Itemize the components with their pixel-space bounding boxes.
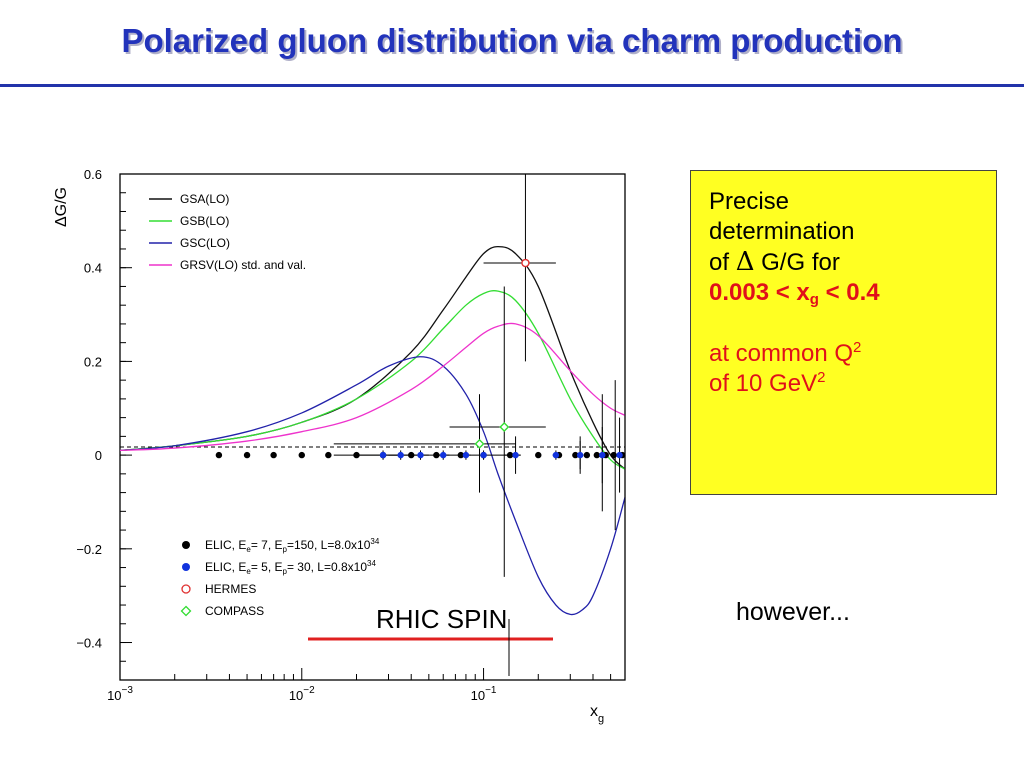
data-markers [215,258,626,459]
x-tick-label: 10−1 [471,685,497,703]
legend-marker [180,605,192,617]
rhic-spin-label: RHIC SPIN [376,604,508,634]
info-line-1: Precise [709,188,790,215]
legend: GSA(LO) GSB(LO) GSC(LO) GRSV(LO) std. and v… [149,192,380,618]
elic1-point [610,451,617,459]
axis-ticks [119,173,612,681]
x-tick-label: 10−3 [107,685,133,703]
y-tick-label: −0.4 [76,636,102,651]
info-line-2: determination [709,218,855,245]
elic2-point [576,451,584,459]
elic2-point [440,451,447,459]
legend-label: GSC(LO) [180,236,230,250]
hermes-point [521,258,530,268]
elic1-point [583,451,591,459]
delta-symbol: Δ [735,247,755,277]
elic1-point [433,451,440,459]
elic1-point [298,451,305,459]
x-axis-label: xg [590,703,604,725]
elic2-point [599,451,606,459]
elic1-point [408,451,415,459]
compass-point [499,422,510,432]
curve-gsb-lo- [119,290,626,470]
legend-label: COMPASS [205,604,264,618]
elic2-point [397,451,404,459]
info-gev: of 10 GeV2 [709,369,826,397]
elic2-point [379,451,387,459]
error-bars [333,174,626,577]
legend-label: ELIC, Ee= 5, Ep= 30, L=0.8x1034 [205,559,376,576]
legend-label: GSA(LO) [180,192,229,206]
info-line-3: of Δ G/G for [709,247,840,277]
slide-title: Polarized gluon distribution via charm p… [121,22,903,59]
legend-marker [182,541,190,549]
legend-label: GSB(LO) [180,214,229,228]
curves [119,245,626,616]
y-tick-label: 0.4 [84,261,102,276]
elic2-point [552,451,560,459]
elic1-point [270,451,277,459]
y-axis-label: ΔG/G [53,187,70,227]
elic2-point [512,451,519,459]
elic2-point [480,451,487,459]
y-tick-label: 0.6 [84,167,102,182]
however-text: however... [736,598,850,626]
info-box: Precise determination of Δ G/G for 0.003… [690,170,997,495]
legend-marker [182,563,190,571]
elic1-point [457,451,465,459]
y-tick-label: −0.2 [76,542,102,557]
elic2-point [417,451,424,459]
elic2-point [462,451,470,459]
y-tick-labels: 0.6 0.4 0.2 0 −0.2 −0.4 [76,167,102,651]
info-common-q: at common Q2 [709,339,862,367]
curve-gsa-lo- [119,245,626,470]
legend-label: HERMES [205,582,256,596]
y-tick-label: 0 [95,448,102,463]
y-tick-label: 0.2 [84,354,102,369]
curve-grsv-lo-std-and-val- [119,322,626,452]
x-tick-labels: 10−3 10−2 10−1 [107,685,497,703]
legend-label: GRSV(LO) std. and val. [180,258,306,272]
elic1-point [535,451,542,459]
curve-gsc-lo- [119,356,626,616]
elic1-point [572,451,579,459]
elic1-point [593,451,601,459]
elic1-point [325,451,332,459]
x-tick-label: 10−2 [289,685,315,703]
elic1-point [506,451,514,459]
info-range: 0.003 < xg < 0.4 [709,279,880,308]
legend-label: ELIC, Ee= 7, Ep=150, L=8.0x1034 [205,537,380,554]
elic1-point [353,451,360,459]
legend-marker [181,584,191,594]
elic1-point [215,451,223,459]
compass-point [474,438,485,449]
title-divider [0,84,1024,87]
elic2-point [616,451,623,459]
elic1-point [243,451,251,459]
